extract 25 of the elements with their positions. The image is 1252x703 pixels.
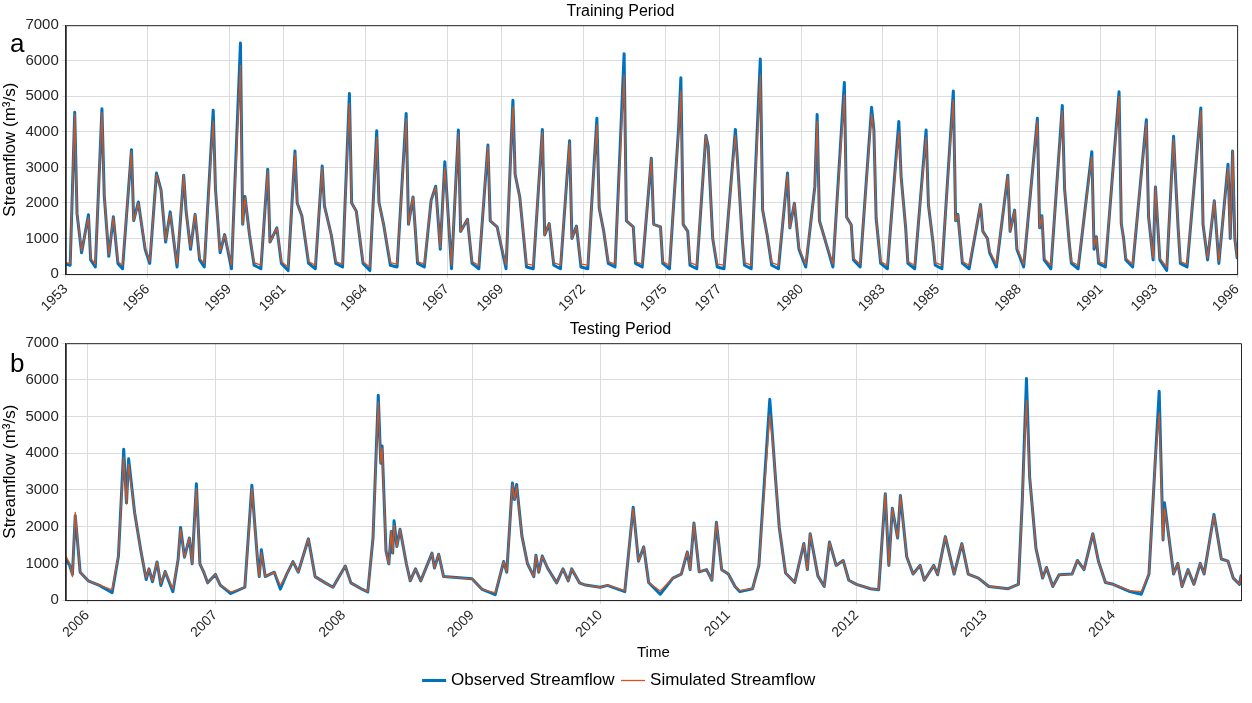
y-tick-label: 6000	[25, 370, 59, 388]
y-tick-label: 0	[50, 590, 59, 608]
legend-label: Simulated Streamflow	[650, 670, 817, 690]
y-tick-label: 3000	[25, 157, 59, 175]
chart-title: Testing Period	[569, 320, 672, 338]
y-tick-label: 6000	[25, 50, 59, 68]
y-tick-label: 5000	[25, 406, 59, 424]
y-tick-label: 1000	[25, 553, 59, 571]
y-tick-label: 4000	[25, 443, 59, 461]
y-tick-label: 4000	[25, 122, 59, 140]
y-axis-title: Streamflow (m³/s)	[0, 82, 19, 217]
text: a	[10, 28, 25, 59]
y-tick-label: 2000	[25, 516, 59, 534]
y-tick-label: 2000	[25, 193, 59, 211]
y-tick-label: 1000	[25, 228, 59, 246]
y-axis-title: Streamflow (m³/s)	[0, 404, 19, 539]
y-tick-label: 3000	[25, 480, 59, 498]
chart-title: Training Period	[566, 2, 675, 20]
legend-label: Observed Streamflow	[451, 670, 616, 690]
text: b	[10, 348, 25, 379]
y-tick-label: 7000	[25, 333, 59, 351]
y-tick-label: 7000	[25, 15, 59, 33]
y-tick-label: 0	[50, 264, 59, 282]
y-tick-label: 5000	[25, 86, 59, 104]
x-axis-title: Time	[636, 643, 670, 661]
